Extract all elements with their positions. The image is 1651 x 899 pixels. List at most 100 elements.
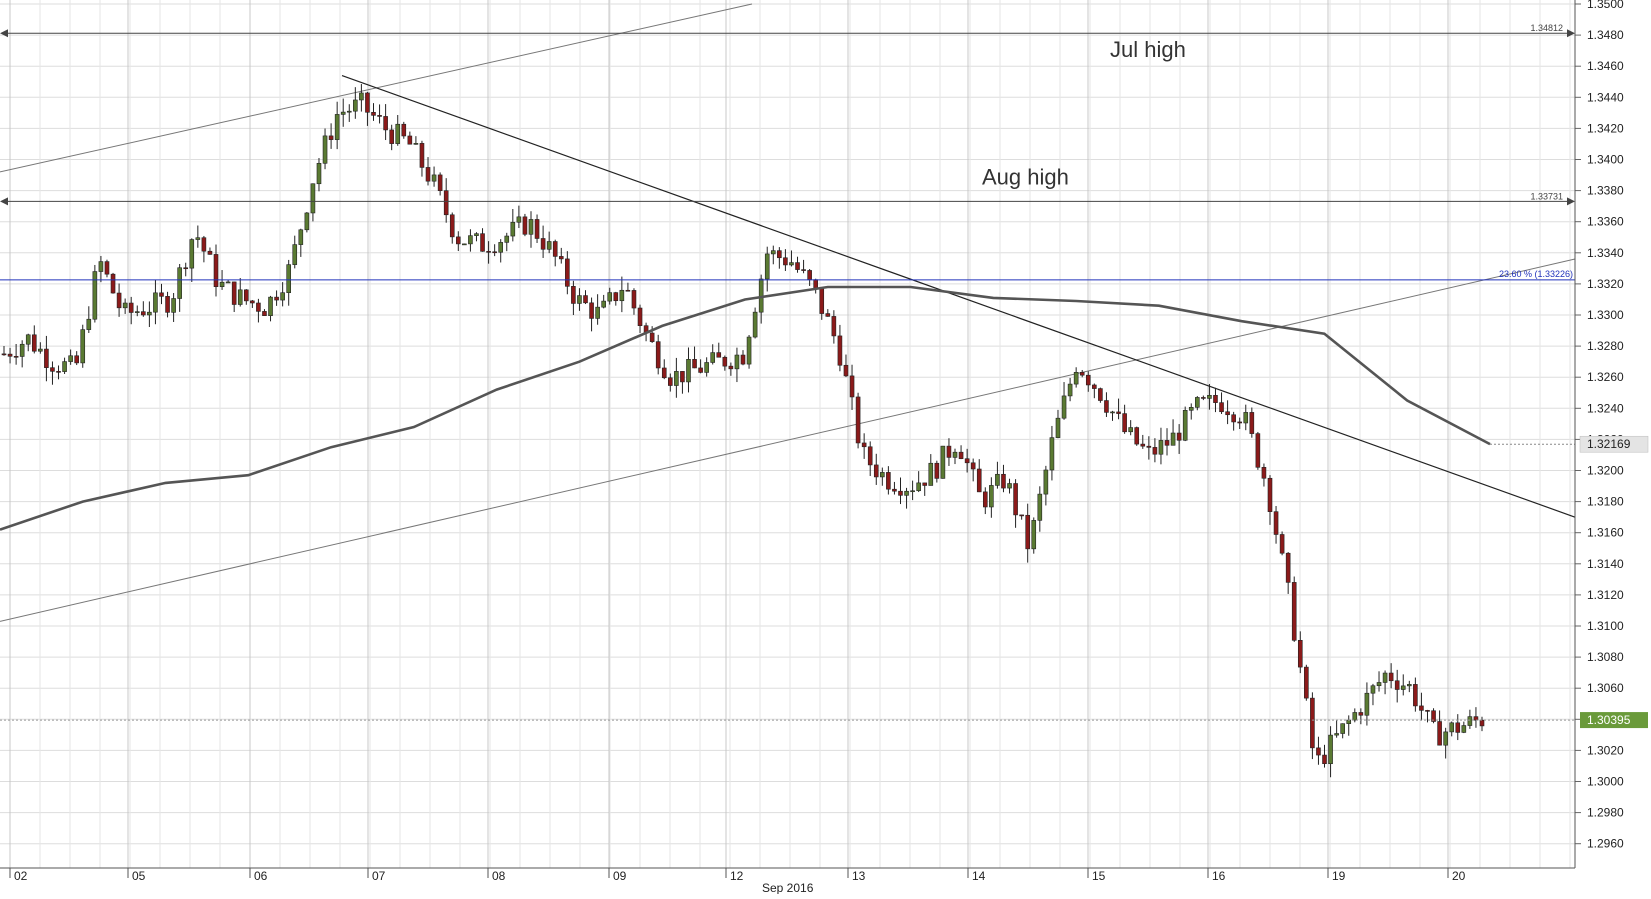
y-tick-label: 1.3240 <box>1587 401 1624 415</box>
y-tick-label: 1.3320 <box>1587 277 1624 291</box>
candle-body <box>728 365 734 370</box>
candle-body <box>861 442 867 448</box>
candle-body <box>183 267 189 270</box>
candle-body <box>207 250 213 255</box>
candle-body <box>1340 723 1345 734</box>
candle-body <box>989 485 994 508</box>
candle-body <box>625 289 631 292</box>
candle-body <box>50 367 55 372</box>
x-day-label: 06 <box>254 869 268 883</box>
candle-body <box>86 318 92 330</box>
candle-body <box>1195 397 1200 408</box>
candle-body <box>1310 697 1315 749</box>
candle-body <box>1467 716 1473 726</box>
candle-body <box>1007 483 1012 489</box>
candle-body <box>159 292 164 297</box>
x-day-label: 13 <box>852 869 866 883</box>
candle-body <box>1152 447 1158 455</box>
candle-body <box>1334 733 1339 736</box>
candle-body <box>1237 421 1243 424</box>
x-day-label: 08 <box>492 869 506 883</box>
candle-body <box>322 135 328 164</box>
candle-body <box>886 472 891 490</box>
x-day-label: 20 <box>1452 869 1466 883</box>
candle-body <box>946 445 952 458</box>
candle-body <box>334 114 340 140</box>
candle-body <box>1049 437 1055 471</box>
candle-body <box>1449 722 1455 733</box>
candle-body <box>1285 552 1291 583</box>
candle-body <box>1437 721 1442 746</box>
y-tick-label: 1.3380 <box>1587 184 1624 198</box>
candle-body <box>1164 440 1170 446</box>
candle-body <box>849 375 855 398</box>
candle-body <box>710 352 716 363</box>
candle-body <box>280 292 285 301</box>
y-tick-label: 1.3300 <box>1587 308 1624 322</box>
candle-body <box>970 462 976 470</box>
candle-body <box>1267 477 1273 512</box>
candle-body <box>316 162 322 185</box>
candle-body <box>19 343 25 357</box>
candle-body <box>141 311 146 316</box>
candle-body <box>13 355 19 358</box>
x-day-label: 07 <box>372 869 386 883</box>
x-day-label: 09 <box>613 869 627 883</box>
candle-body <box>195 237 201 240</box>
candle-body <box>1092 384 1097 389</box>
candle-body <box>976 468 982 493</box>
y-tick-label: 1.3360 <box>1587 215 1624 229</box>
candle-body <box>256 302 261 312</box>
candle-body <box>837 335 843 366</box>
candle-body <box>855 396 861 444</box>
candle-body <box>1394 680 1400 690</box>
candle-body <box>801 269 806 271</box>
candle-body <box>601 300 606 308</box>
level-left-arrow <box>0 197 8 206</box>
candle-body <box>910 490 915 493</box>
candle-body <box>153 292 158 313</box>
candle-body <box>1225 411 1230 416</box>
candle-body <box>558 256 564 260</box>
candle-body <box>474 233 479 236</box>
candle-body <box>177 267 182 299</box>
candle-body <box>571 286 576 304</box>
candle-body <box>110 273 116 294</box>
ma-value-badge <box>1579 435 1649 453</box>
candle-body <box>401 123 407 137</box>
candle-body <box>1473 716 1479 721</box>
candle-body <box>1055 417 1061 438</box>
downtrend-line <box>341 74 1576 518</box>
candle-body <box>534 219 540 239</box>
y-tick-label: 1.3160 <box>1587 526 1624 540</box>
candle-body <box>1140 443 1146 447</box>
candle-body <box>982 491 988 508</box>
candle-body <box>1255 433 1261 468</box>
candle-body <box>692 359 697 369</box>
candle-body <box>619 289 625 302</box>
y-tick-label: 1.3080 <box>1587 650 1624 664</box>
candle-body <box>1400 685 1406 690</box>
candle-body <box>522 216 528 235</box>
candle-body <box>649 332 655 342</box>
level-price-label: 1.34812 <box>1530 23 1563 33</box>
candle-body <box>783 257 788 266</box>
candle-body <box>740 354 746 365</box>
candle-body <box>552 241 558 257</box>
candle-body <box>1146 445 1152 448</box>
candle-body <box>1297 640 1303 668</box>
level-left-arrow <box>0 29 8 38</box>
candle-body <box>1110 411 1115 414</box>
candle-body <box>359 92 364 101</box>
candle-body <box>565 258 570 287</box>
candle-body <box>189 239 195 269</box>
candle-body <box>31 334 37 352</box>
level-right-arrow <box>1567 197 1575 206</box>
candle-body <box>825 313 831 317</box>
candle-body <box>867 446 873 466</box>
candle-body <box>419 143 425 168</box>
candle-body <box>98 261 104 272</box>
candle-body <box>134 311 140 313</box>
